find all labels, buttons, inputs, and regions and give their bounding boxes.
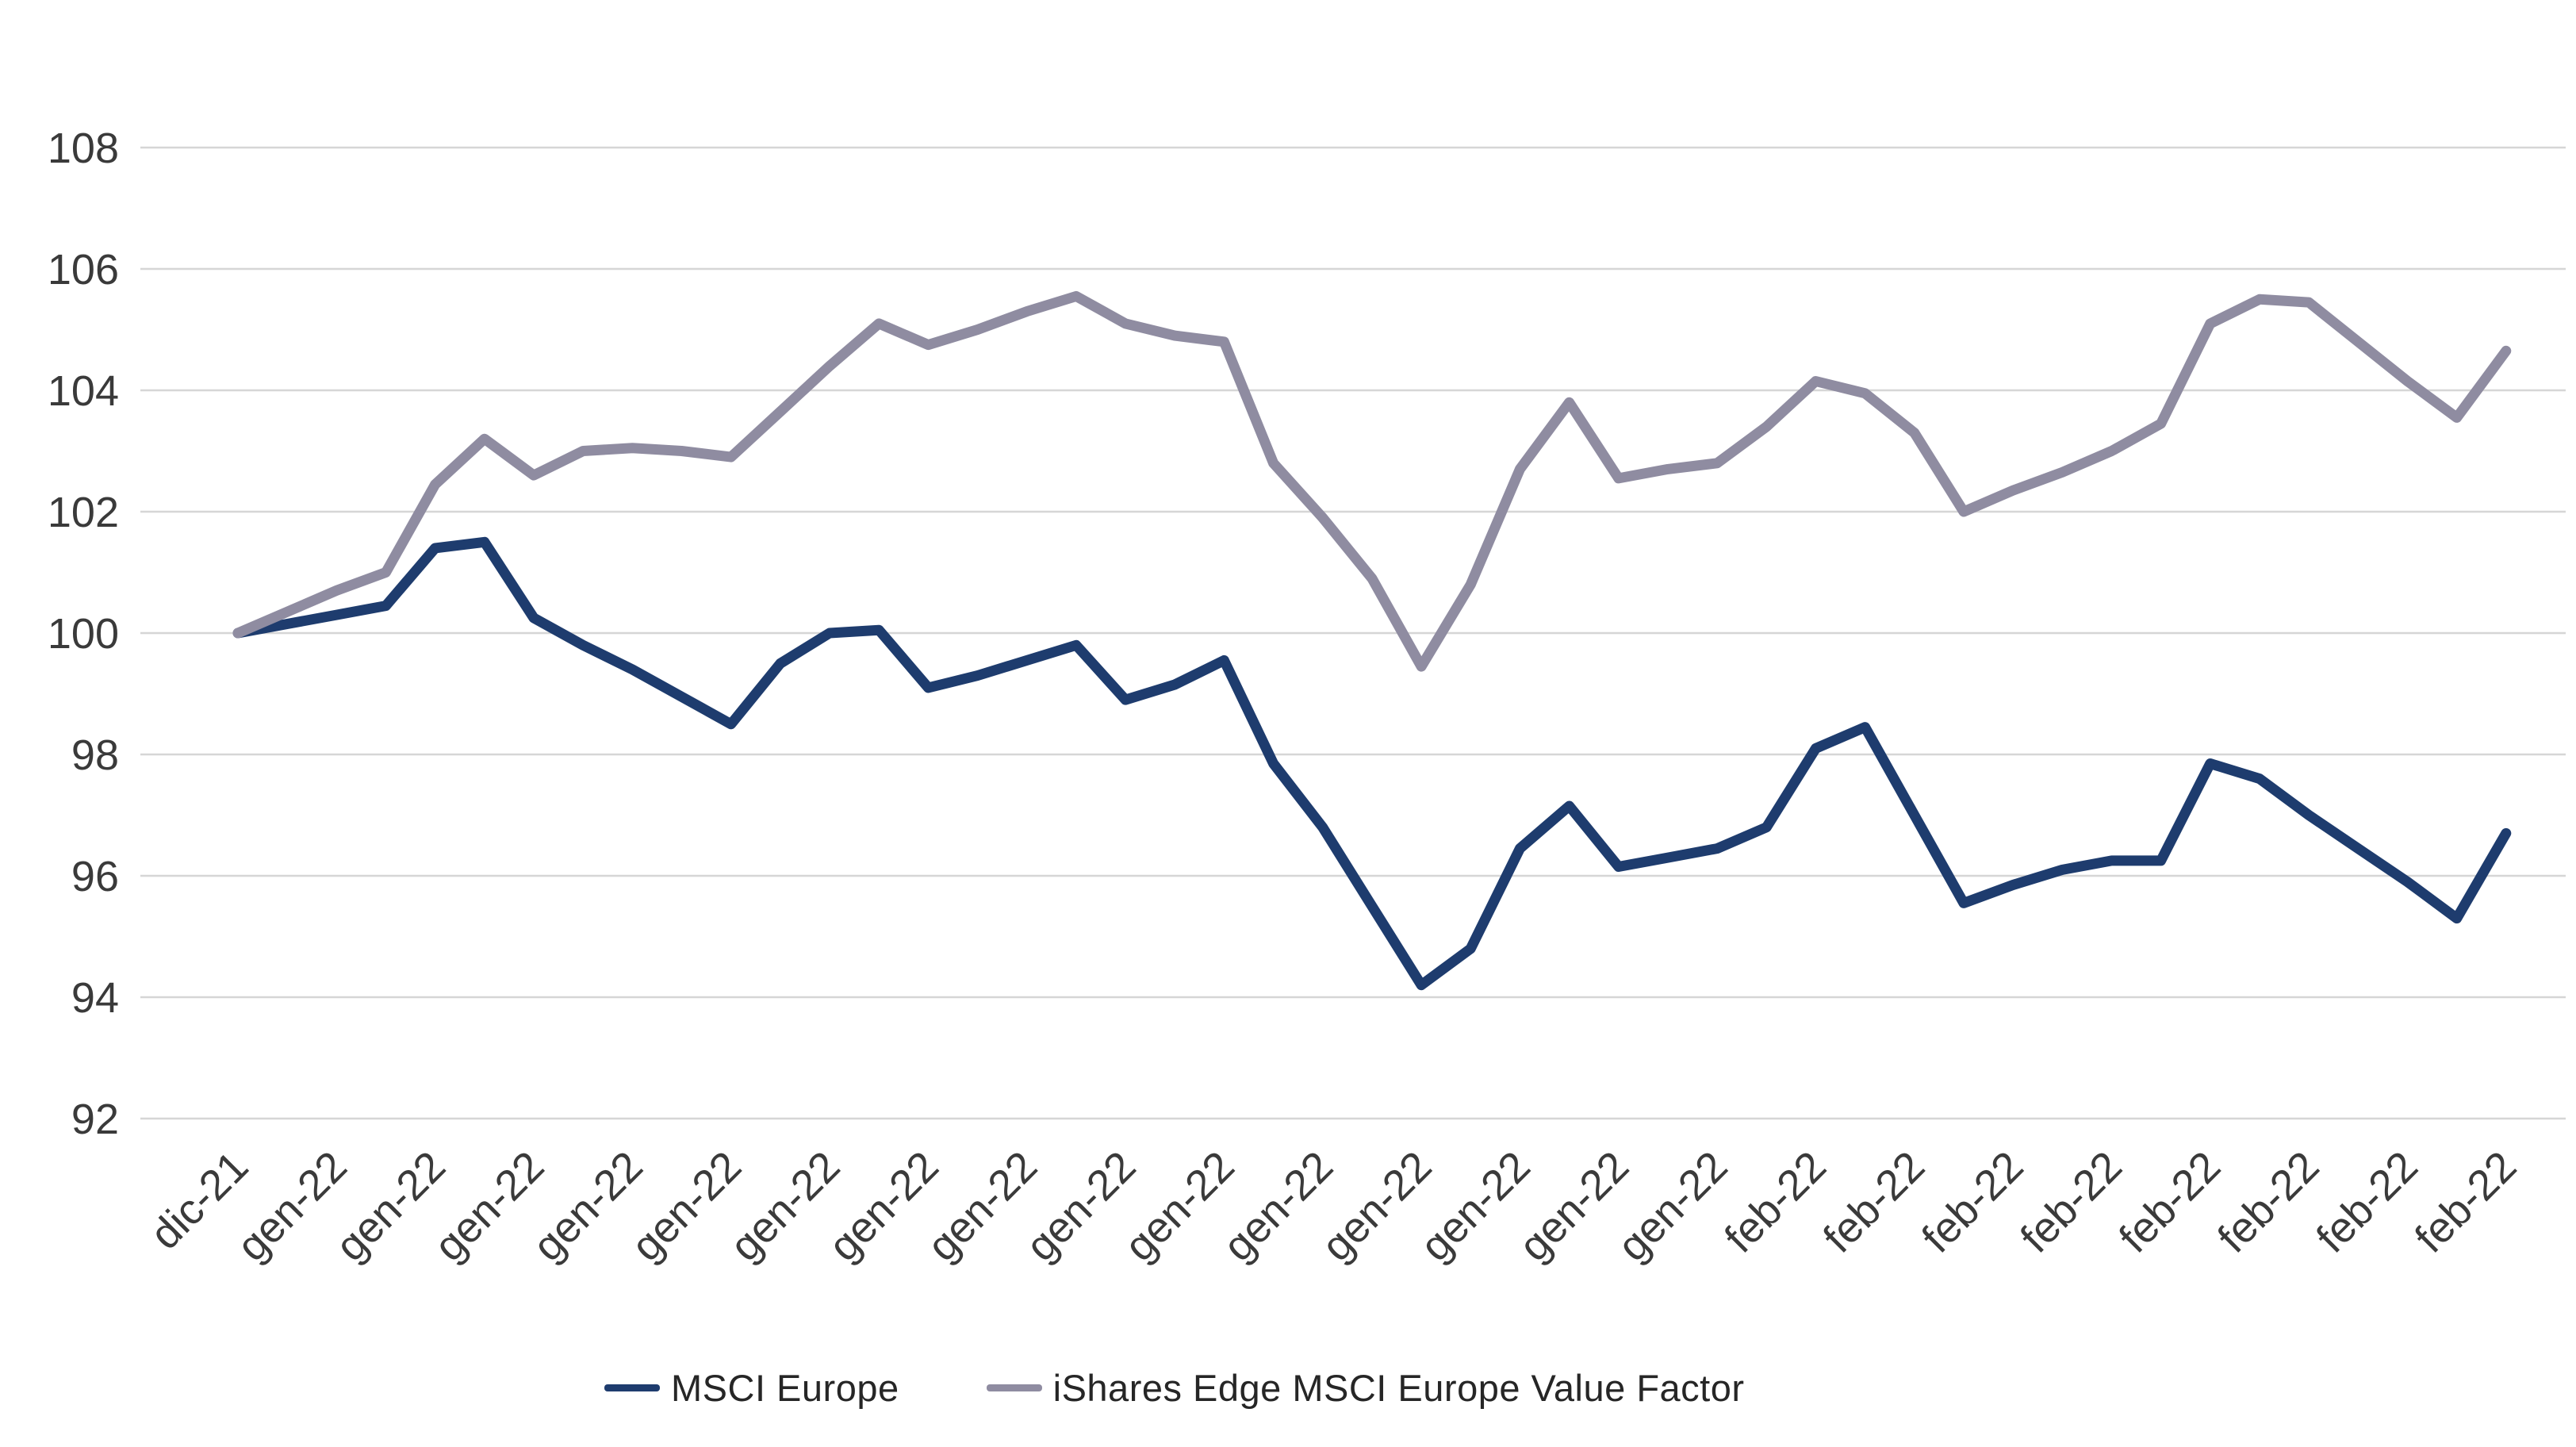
x-axis-label: gen-22	[1116, 1142, 1244, 1270]
x-axis-label: feb-22	[2307, 1142, 2427, 1262]
series-line-msci-europe	[232, 536, 2512, 991]
x-axis-label: gen-22	[1412, 1142, 1539, 1270]
y-axis-label: 94	[71, 974, 119, 1022]
x-axis-label: feb-22	[2406, 1142, 2526, 1262]
y-axis-label: 106	[48, 246, 119, 294]
x-axis-label: gen-22	[228, 1142, 355, 1270]
x-axis-label: feb-22	[1815, 1142, 1934, 1262]
x-axis-label: gen-22	[820, 1142, 948, 1270]
y-axis-label: 108	[48, 125, 119, 172]
x-axis-label: feb-22	[1715, 1142, 1835, 1262]
x-axis-label: feb-22	[2209, 1142, 2329, 1262]
legend-item-ishares-value-factor: iShares Edge MSCI Europe Value Factor	[986, 1366, 1745, 1410]
x-axis-label: gen-22	[918, 1142, 1046, 1270]
x-axis-label: gen-22	[1214, 1142, 1342, 1270]
x-axis-label: gen-22	[1608, 1142, 1736, 1270]
legend-label: MSCI Europe	[671, 1367, 899, 1409]
y-axis-label: 92	[71, 1096, 119, 1143]
x-axis-label: feb-22	[2011, 1142, 2131, 1262]
legend-item-msci-europe: MSCI Europe	[604, 1366, 899, 1410]
y-axis-label: 102	[48, 489, 119, 536]
x-axis-label: feb-22	[2110, 1142, 2230, 1262]
x-axis-label: gen-22	[721, 1142, 849, 1270]
legend-line-swatch-navy	[604, 1384, 660, 1391]
x-axis-label: feb-22	[1913, 1142, 2033, 1262]
x-axis-label: gen-22	[1510, 1142, 1638, 1270]
legend-label: iShares Edge MSCI Europe Value Factor	[1052, 1367, 1745, 1409]
chart-legend: MSCI Europe iShares Edge MSCI Europe Val…	[604, 1366, 1745, 1410]
y-axis-label: 104	[48, 367, 119, 415]
series-line-ishares-edge-msci-europe-value-factor	[232, 290, 2512, 672]
y-axis-label: 100	[48, 610, 119, 658]
x-axis-label: gen-22	[524, 1142, 652, 1270]
x-axis-label: gen-22	[1017, 1142, 1144, 1270]
x-axis-label: gen-22	[327, 1142, 454, 1270]
x-axis-label: gen-22	[623, 1142, 750, 1270]
x-axis-label: gen-22	[1313, 1142, 1440, 1270]
y-axis-label: 98	[71, 731, 119, 779]
y-axis-label: 96	[71, 853, 119, 900]
legend-line-swatch-gray	[986, 1384, 1042, 1391]
x-axis-label: gen-22	[425, 1142, 553, 1270]
